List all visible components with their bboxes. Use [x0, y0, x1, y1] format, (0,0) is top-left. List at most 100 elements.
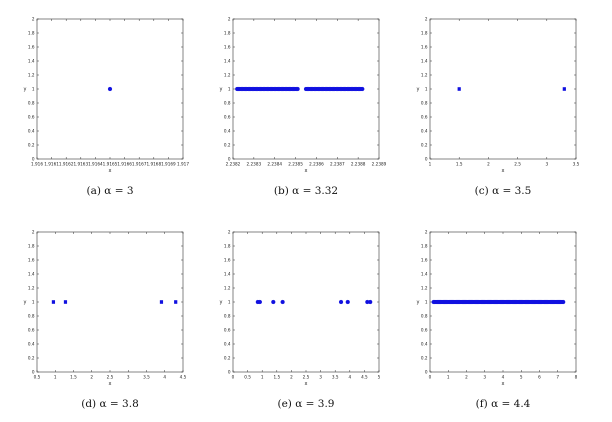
y-tick-label: 1.8 — [28, 244, 35, 249]
data-point — [271, 299, 276, 305]
x-tick-label: 2 — [487, 162, 490, 167]
x-tick-label: 5 — [378, 375, 381, 380]
x-tick-label: 2.2385 — [288, 162, 303, 167]
y-tick-label: 0 — [228, 370, 231, 375]
y-tick-label: 0 — [32, 157, 35, 162]
x-axis-label: x — [305, 381, 308, 387]
x-tick-label: 1 — [54, 375, 57, 380]
y-tick-label: 0.8 — [28, 101, 35, 106]
x-tick-label: 0.5 — [244, 375, 251, 380]
x-tick-label: 7 — [556, 375, 559, 380]
y-tick-label: 1.4 — [28, 272, 35, 277]
y-axis-label: y — [417, 87, 420, 93]
x-tick-label: 3.5 — [332, 375, 339, 380]
y-tick-label: 0.4 — [28, 129, 35, 134]
chart-panel-3: 0 0.2 0.4 0.6 0.8 1 1.2 1.4 1.6 1.8 2 1 1.5 2 2.5 3 3.5 x… — [417, 17, 580, 198]
chart-panel-4: 0 0.2 0.4 0.6 0.8 1 1.2 1.4 1.6 1.8 2 0.5 1 1.5 2 2.5 3 3… — [24, 230, 187, 411]
data-point — [159, 300, 164, 304]
x-tick-label: 4 — [163, 375, 166, 380]
data-point — [295, 86, 300, 92]
data-point — [51, 300, 56, 304]
y-tick-label: 2 — [32, 17, 35, 22]
y-tick-label: 2 — [228, 230, 231, 235]
x-tick-label: 1.9162 — [59, 162, 74, 167]
plot-frame — [429, 18, 577, 160]
y-tick-label: 0.2 — [28, 356, 35, 361]
y-tick-label: 0.6 — [224, 328, 231, 333]
y-tick-label: 1.8 — [28, 31, 35, 36]
y-axis-label: y — [24, 87, 27, 93]
x-tick-label: 1.9168 — [146, 162, 161, 167]
y-tick-label: 0 — [32, 370, 35, 375]
x-tick-label: 1.9165 — [103, 162, 118, 167]
x-axis-label: x — [502, 168, 505, 174]
y-tick-label: 0 — [425, 370, 428, 375]
x-tick-label: 1 — [261, 375, 264, 380]
x-tick-label: 2.5 — [514, 162, 521, 167]
y-axis-label: y — [220, 87, 223, 93]
y-tick-label: 0.2 — [421, 143, 428, 148]
subfigure-caption: (d) α = 3.8 — [81, 398, 139, 410]
x-tick-label: 5 — [520, 375, 523, 380]
x-tick-label: 4 — [348, 375, 351, 380]
y-tick-label: 1.8 — [421, 244, 428, 249]
data-point — [257, 299, 262, 305]
y-tick-label: 1.4 — [421, 59, 428, 64]
x-tick-label: 2.2382 — [226, 162, 241, 167]
data-point — [360, 86, 365, 92]
y-tick-label: 0 — [425, 157, 428, 162]
y-tick-label: 1.8 — [224, 244, 231, 249]
x-tick-label: 0 — [232, 375, 235, 380]
y-tick-label: 1.2 — [421, 73, 428, 78]
y-tick-label: 0.6 — [224, 115, 231, 120]
x-axis-label: x — [502, 381, 505, 387]
x-tick-label: 2.2389 — [372, 162, 387, 167]
x-tick-label: 2.2388 — [351, 162, 366, 167]
y-tick-label: 1 — [228, 87, 231, 92]
x-axis-label: x — [109, 168, 112, 174]
x-tick-label: 2 — [465, 375, 468, 380]
y-tick-label: 0.8 — [224, 314, 231, 319]
x-axis-label: x — [109, 381, 112, 387]
data-point — [562, 87, 566, 91]
y-tick-label: 0.4 — [224, 129, 231, 134]
data-point — [63, 300, 68, 304]
y-tick-label: 1 — [32, 300, 35, 305]
y-tick-label: 1 — [228, 300, 231, 305]
y-tick-label: 1 — [425, 87, 428, 92]
y-tick-label: 1.4 — [28, 59, 35, 64]
x-tick-label: 1.9163 — [73, 162, 88, 167]
y-tick-label: 0.4 — [28, 342, 35, 347]
x-tick-label: 1.9169 — [161, 162, 176, 167]
x-tick-label: 0.5 — [34, 375, 41, 380]
y-tick-label: 0.2 — [28, 143, 35, 148]
x-tick-label: 1.9166 — [117, 162, 132, 167]
x-tick-label: 3 — [545, 162, 548, 167]
y-tick-label: 2 — [32, 230, 35, 235]
data-point — [338, 299, 344, 305]
y-tick-label: 2 — [228, 17, 231, 22]
y-tick-label: 0.8 — [421, 314, 428, 319]
data-point — [345, 299, 350, 305]
x-tick-label: 4.5 — [180, 375, 187, 380]
y-tick-label: 0.8 — [421, 101, 428, 106]
x-tick-label: 3 — [483, 375, 486, 380]
data-point — [174, 300, 178, 304]
y-tick-label: 1.2 — [28, 286, 35, 291]
x-tick-label: 3.5 — [573, 162, 580, 167]
y-tick-label: 0.4 — [224, 342, 231, 347]
y-tick-label: 1.6 — [421, 258, 428, 263]
y-tick-label: 1.6 — [421, 45, 428, 50]
y-tick-label: 2 — [425, 17, 428, 22]
x-tick-label: 2 — [90, 375, 93, 380]
x-tick-label: 3 — [319, 375, 322, 380]
data-point — [457, 87, 461, 91]
y-tick-label: 0.8 — [28, 314, 35, 319]
y-tick-label: 1.2 — [224, 286, 231, 291]
x-tick-label: 2.5 — [107, 375, 114, 380]
y-tick-label: 1.4 — [224, 59, 231, 64]
x-tick-label: 2.5 — [303, 375, 310, 380]
y-tick-label: 1.8 — [421, 31, 428, 36]
subfigure-caption: (e) α = 3.9 — [277, 398, 334, 410]
